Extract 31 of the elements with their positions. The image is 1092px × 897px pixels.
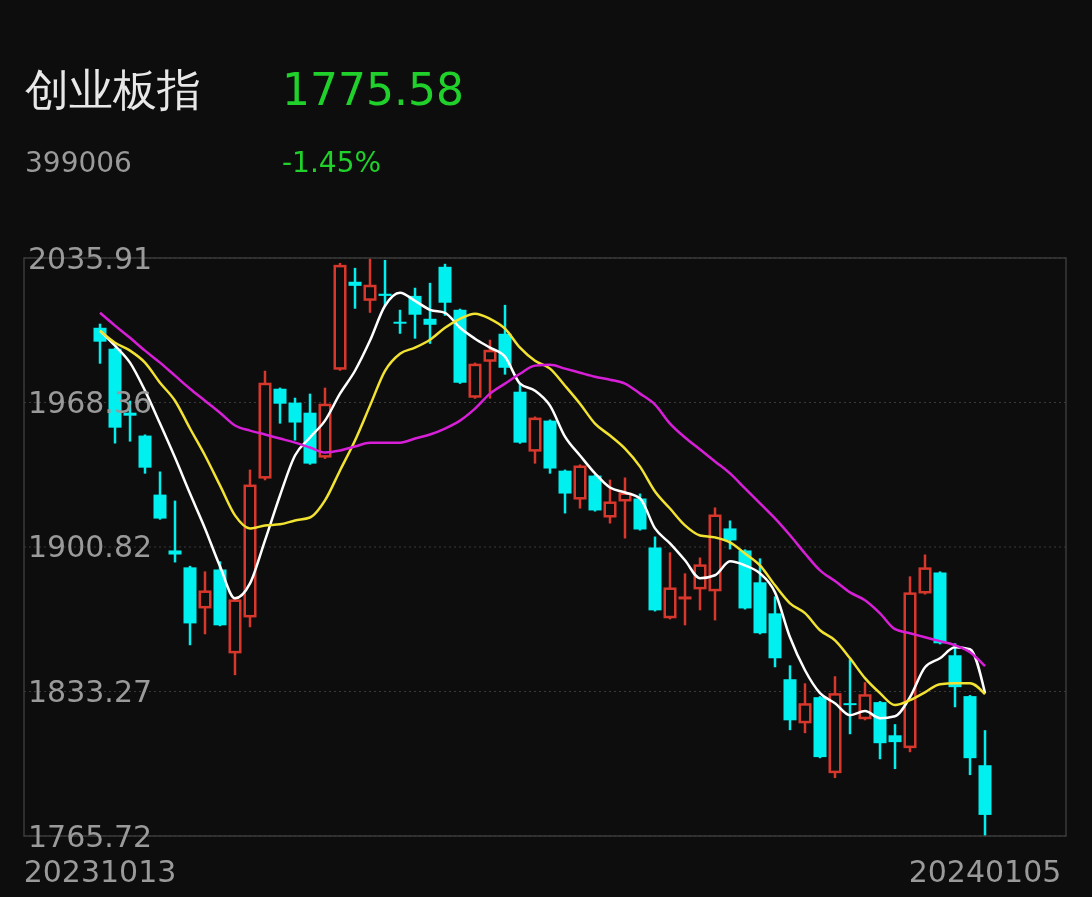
candlestick (198, 570, 212, 636)
x-tick-label: 20240105 (908, 854, 1062, 889)
candlestick (558, 468, 572, 515)
candlestick (168, 499, 182, 564)
candlestick (153, 470, 167, 521)
candlestick (678, 572, 692, 627)
y-tick-label: 2035.91 (28, 240, 153, 276)
candlestick (423, 281, 437, 346)
y-tick-label: 1765.72 (28, 818, 153, 854)
candlestick (693, 556, 707, 612)
candlestick (288, 396, 302, 442)
chart-title: 创业板指 (25, 64, 201, 115)
candlestick (918, 553, 932, 596)
candlestick (363, 257, 377, 315)
text: 1775.58 (282, 64, 464, 115)
candlestick (798, 682, 812, 735)
candlestick (273, 386, 287, 425)
candlestick (843, 658, 857, 736)
candlestick (483, 338, 497, 400)
candlestick (378, 258, 392, 307)
y-tick-label: 1900.82 (28, 529, 153, 565)
candlestick (888, 722, 902, 771)
candlestick (603, 478, 617, 525)
x-tick-label: 20231013 (23, 854, 177, 889)
text: -1.45% (282, 146, 382, 179)
candlestick (858, 680, 872, 722)
candlestick (348, 266, 362, 310)
y-tick-label: 1833.27 (28, 673, 153, 709)
chart-subtitle: 399006 (25, 146, 132, 179)
candlestick (723, 519, 737, 551)
candlestick (393, 308, 407, 335)
